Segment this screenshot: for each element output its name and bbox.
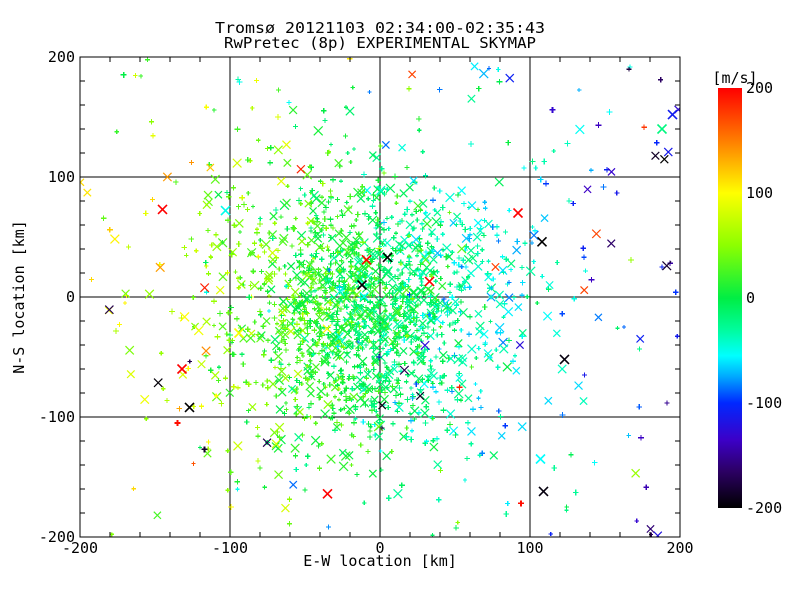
colorbar-tick-label: -100 — [746, 394, 782, 412]
tick-labels: -200 -100 0 100 200 -200 -100 0 100 200 — [39, 48, 694, 557]
y-tick-label: 100 — [48, 168, 75, 186]
y-tick-label: -200 — [39, 528, 75, 546]
colorbar: [m/s] 200 100 0 -100 -200 — [712, 69, 782, 517]
colorbar-title: [m/s] — [712, 69, 757, 87]
y-tick-label: 200 — [48, 48, 75, 66]
grid-lines — [80, 57, 680, 537]
plot-frame — [79, 56, 681, 538]
x-axis-title: E-W location [km] — [303, 552, 457, 570]
colorbar-tick-label: -200 — [746, 499, 782, 517]
plot-title-line2: RwPretec (8p) EXPERIMENTAL SKYMAP — [224, 34, 536, 52]
x-tick-label: 100 — [516, 539, 543, 557]
featured-points — [157, 106, 678, 507]
colorbar-tick-label: 200 — [746, 79, 773, 97]
plot-title-line1: Tromsø 20121103 02:34:00-02:35:43 — [215, 19, 545, 37]
x-tick-label: -200 — [62, 539, 98, 557]
colorbar-tick-label: 100 — [746, 184, 773, 202]
x-tick-label: -100 — [212, 539, 248, 557]
y-axis-title: N-S location [km] — [10, 220, 28, 374]
y-tick-label: -100 — [39, 408, 75, 426]
colorbar-tick-label: 0 — [746, 289, 755, 307]
colorbar-tick-labels: 200 100 0 -100 -200 — [746, 79, 782, 517]
scatter-points — [80, 57, 680, 537]
y-tick-label: 0 — [66, 288, 75, 306]
x-tick-label: 0 — [375, 539, 384, 557]
colorbar-gradient — [718, 88, 742, 508]
x-tick-label: 200 — [666, 539, 693, 557]
